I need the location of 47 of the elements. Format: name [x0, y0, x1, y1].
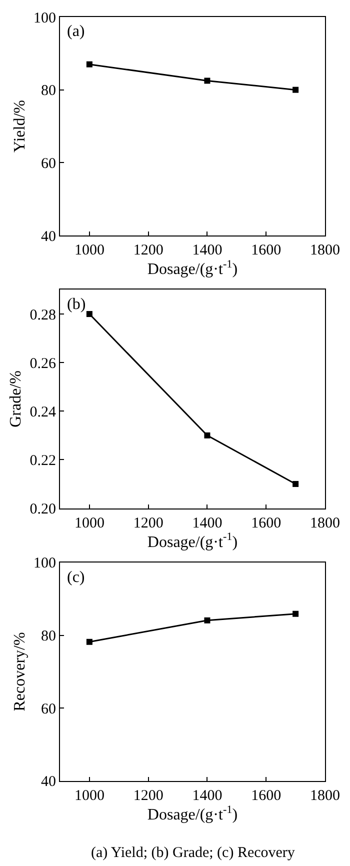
- chart-title: (a): [67, 23, 85, 40]
- x-axis-title: Dosage/(g·t$^{-1}$): [147, 531, 238, 551]
- point: [86, 311, 92, 318]
- point: [292, 86, 299, 93]
- x-tick-label: 1600: [251, 788, 282, 804]
- y-tick-label: 0.22: [30, 452, 56, 469]
- y-tick-label: 0.26: [30, 356, 56, 372]
- y-tick-label: 100: [34, 10, 56, 26]
- chart-title: (c): [67, 569, 85, 586]
- y-axis-title: Grade/%: [8, 370, 25, 428]
- point: [204, 617, 210, 624]
- text: (a) Yield; (b) Grade; (c) Recovery: [91, 845, 296, 861]
- point: [292, 480, 299, 487]
- y-axis-title: Yield/%: [11, 100, 28, 152]
- x-tick-label: 1800: [310, 788, 340, 804]
- y-axis-title: Recovery/%: [11, 632, 28, 712]
- x-tick-label: 1400: [192, 788, 222, 804]
- point: [292, 610, 299, 617]
- y-tick-label: 80: [41, 628, 56, 645]
- x-axis-title: Dosage/(g·t$^{-1}$): [147, 258, 238, 278]
- point: [204, 78, 210, 84]
- x-axis-title: Dosage/(g·t$^{-1}$): [147, 804, 238, 824]
- y-tick-label: 0.28: [30, 307, 56, 324]
- y-tick-label: 60: [41, 156, 56, 172]
- y-tick-label: 0.20: [30, 502, 56, 518]
- y-tick-label: 40: [41, 228, 56, 245]
- x-tick-label: 1800: [310, 515, 340, 532]
- x-tick-label: 1000: [74, 788, 104, 804]
- x-tick-label: 1400: [192, 242, 222, 259]
- point: [86, 61, 92, 68]
- x-tick-label: 1600: [251, 515, 282, 532]
- y-tick-label: 100: [34, 556, 56, 572]
- x-tick-label: 1200: [133, 515, 164, 532]
- y-tick-label: 0.24: [30, 404, 56, 420]
- y-tick-label: 60: [41, 701, 56, 718]
- chart-title: (b): [67, 296, 86, 313]
- x-tick-label: 1400: [192, 515, 222, 532]
- x-tick-label: 1600: [251, 242, 282, 259]
- point: [204, 432, 210, 438]
- y-tick-label: 80: [41, 83, 56, 100]
- x-tick-label: 1200: [133, 788, 164, 804]
- point: [86, 638, 92, 645]
- x-tick-label: 1000: [74, 242, 104, 259]
- x-tick-label: 1800: [310, 242, 340, 259]
- y-tick-label: 40: [41, 774, 56, 790]
- x-tick-label: 1200: [133, 242, 164, 259]
- x-tick-label: 1000: [74, 515, 104, 532]
